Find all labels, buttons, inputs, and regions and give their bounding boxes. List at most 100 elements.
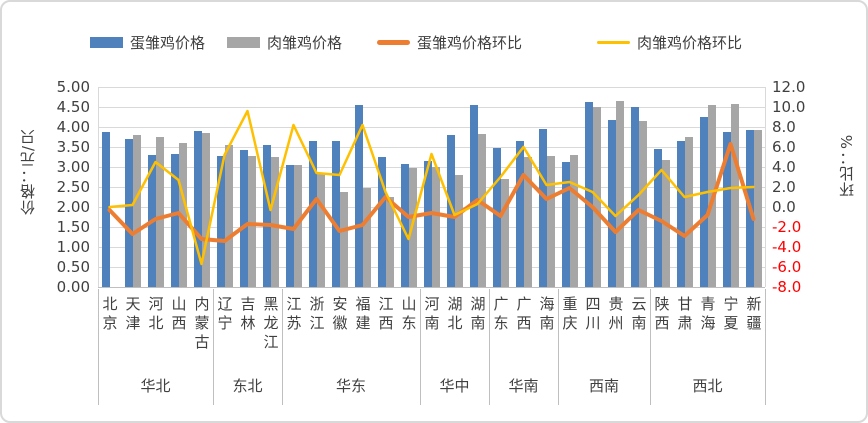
meat-chick-price-bar: [754, 130, 762, 287]
meat-chick-price-bar: [271, 157, 279, 287]
meat-chick-price-bar: [225, 145, 233, 287]
left-axis-tick-label: 2.50: [56, 178, 90, 196]
egg-chick-price-bar: [654, 148, 662, 287]
province-label: 陕 西: [654, 295, 670, 332]
right-axis-tick-label: -6.0: [772, 258, 802, 276]
legend-bar-swatch: [90, 36, 123, 48]
egg-chick-price-bar: [493, 147, 501, 287]
left-axis-tick-label: 3.00: [56, 158, 90, 176]
left-axis-tick-label: 0.00: [56, 278, 90, 296]
meat-chick-price-bar: [386, 197, 394, 287]
legend-bar-swatch: [227, 36, 260, 48]
province-label: 青 海: [700, 295, 716, 332]
meat-chick-price-bar: [478, 134, 486, 287]
egg-chick-price-bar: [102, 131, 110, 287]
province-label: 黑 龙 江: [263, 295, 279, 351]
meat-chick-price-bar: [570, 154, 578, 287]
egg-chick-price-bar: [194, 131, 202, 287]
region-separator: [282, 289, 283, 405]
meat-chick-price-bar: [133, 135, 141, 287]
region-separator: [650, 289, 651, 405]
province-label: 甘 肃: [677, 295, 693, 332]
meat-chick-price-bar: [156, 137, 164, 287]
meat-chick-price-bar: [179, 143, 187, 287]
province-label: 河 南: [424, 295, 440, 332]
region-label: 华北: [140, 377, 171, 395]
province-label: 吉 林: [240, 295, 256, 332]
region-separator: [558, 289, 559, 405]
egg-chick-price-bar: [631, 107, 639, 287]
egg-chick-price-bar: [286, 165, 294, 287]
egg-chick-price-bar: [424, 161, 432, 287]
right-axis-tick-label: 2.0: [772, 178, 796, 196]
province-label: 贵 州: [608, 295, 624, 332]
meat-chick-price-bar: [662, 160, 670, 287]
meat-chick-price-bar: [294, 165, 302, 287]
meat-chick-price-bar: [731, 103, 739, 287]
province-label: 广 东: [493, 295, 509, 332]
right-axis-tick-label: 0.0: [772, 198, 796, 216]
meat-chick-price-bar: [616, 100, 624, 287]
region-separator: [213, 289, 214, 405]
egg-chick-price-bar: [332, 141, 340, 287]
meat-chick-price-bar: [685, 137, 693, 287]
legend-label: 肉雏鸡价格环比: [637, 33, 743, 52]
right-axis-tick-label: 6.0: [772, 138, 796, 156]
egg-chick-price-bar: [677, 141, 685, 287]
province-label: 河 北: [148, 295, 164, 332]
province-label: 北 京: [102, 295, 118, 332]
egg-chick-price-bar: [723, 131, 731, 287]
province-label: 江 苏: [286, 295, 302, 332]
right-axis-title: 环比：%: [838, 133, 856, 197]
legend-label: 肉雏鸡价格: [267, 33, 343, 52]
region-separator: [420, 289, 421, 405]
meat-chick-price-bar: [248, 155, 256, 287]
province-label: 浙 江: [309, 295, 325, 332]
meat-chick-price-bar: [593, 107, 601, 287]
egg-chick-price-bar: [746, 130, 754, 287]
plot-border-line: [765, 87, 766, 287]
gridline: [98, 87, 765, 88]
egg-chick-price-bar: [700, 117, 708, 287]
egg-chick-price-bar: [608, 119, 616, 287]
province-label: 云 南: [631, 295, 647, 332]
region-label: 西北: [692, 377, 723, 395]
province-label: 四 川: [585, 295, 601, 332]
province-label: 江 西: [378, 295, 394, 332]
plot-border-line: [98, 87, 99, 287]
right-axis-tick-label: -2.0: [772, 218, 802, 236]
left-axis-tick-label: 0.50: [56, 258, 90, 276]
right-axis-tick-label: 8.0: [772, 118, 796, 136]
province-label: 安 徽: [332, 295, 348, 332]
province-label: 新 疆: [746, 295, 762, 332]
legend-item: 蛋雏鸡价格: [90, 32, 205, 52]
province-label: 广 西: [516, 295, 532, 332]
egg-chick-price-bar: [309, 141, 317, 287]
legend-label: 蛋雏鸡价格: [130, 33, 206, 52]
egg-chick-price-bar: [240, 150, 248, 287]
meat-chick-price-bar: [708, 105, 716, 287]
egg-chick-price-bar: [263, 144, 271, 287]
meat-chick-price-bar: [432, 167, 440, 287]
province-label: 内 蒙 古: [194, 295, 210, 351]
left-axis-tick-label: 1.50: [56, 218, 90, 236]
province-label: 重 庆: [562, 295, 578, 332]
region-label: 华东: [335, 377, 366, 395]
egg-chick-price-bar: [171, 153, 179, 287]
egg-chick-price-bar: [148, 155, 156, 287]
legend-item: 蛋雏鸡价格环比: [377, 32, 522, 52]
egg-chick-price-bar: [355, 105, 363, 287]
province-label: 福 建: [355, 295, 371, 332]
left-axis-tick-label: 2.00: [56, 198, 90, 216]
province-label: 辽 宁: [217, 295, 233, 332]
region-separator: [765, 289, 766, 405]
meat-chick-price-bar: [409, 167, 417, 287]
legend-item: 肉雏鸡价格: [227, 32, 342, 52]
right-axis-tick-label: 4.0: [772, 158, 796, 176]
gridline: [98, 127, 765, 128]
meat-chick-price-bar: [639, 121, 647, 287]
egg-chick-price-bar: [378, 157, 386, 287]
region-label: 华南: [508, 377, 539, 395]
left-axis-tick-label: 3.50: [56, 138, 90, 156]
legend-item: 肉雏鸡价格环比: [597, 32, 742, 52]
